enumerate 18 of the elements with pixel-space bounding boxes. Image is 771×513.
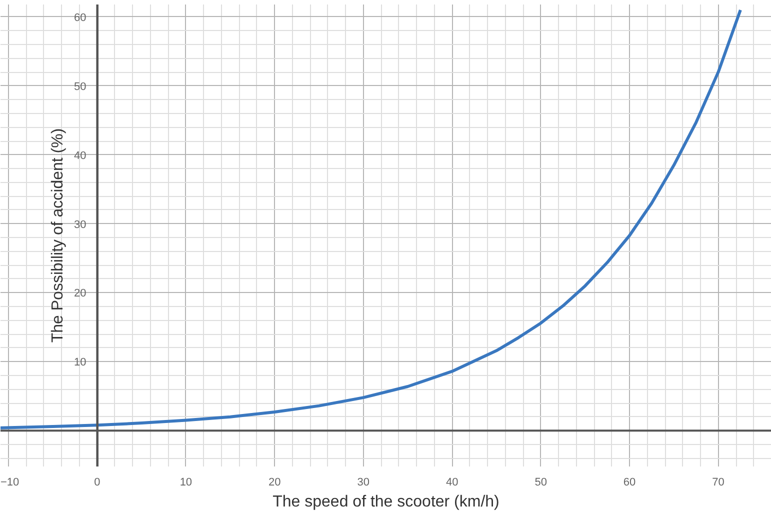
x-tick-label: 30	[357, 476, 370, 488]
y-axis-title: The Possibility of accident (%)	[49, 128, 66, 343]
x-tick-label: −10	[0, 476, 20, 488]
y-tick-label: 60	[74, 12, 86, 24]
x-tick-label: 60	[623, 476, 636, 488]
line-series	[0, 8, 742, 430]
y-tick-label: 50	[74, 80, 86, 93]
y-tick-label: 40	[74, 150, 86, 162]
y-tick-label: 10	[74, 356, 86, 369]
x-tick-label: 0	[94, 476, 100, 488]
x-tick-label: 50	[534, 476, 547, 488]
x-axis-title: The speed of the scooter (km/h)	[272, 494, 500, 510]
x-tick-label: 40	[446, 476, 458, 488]
y-tick-label: 30	[74, 218, 86, 231]
x-tick-label: 70	[712, 476, 724, 488]
x-tick-label: 20	[268, 476, 281, 488]
x-tick-label: 10	[180, 476, 192, 488]
y-tick-label: 20	[74, 288, 86, 300]
